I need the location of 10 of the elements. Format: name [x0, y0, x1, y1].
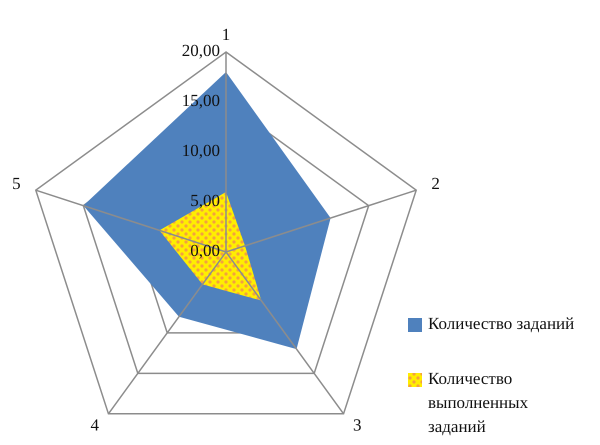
- spoke-label: 1: [222, 24, 230, 44]
- legend-label: Количество выполненных заданий: [428, 368, 529, 436]
- y-tick-label: 0,00: [190, 240, 220, 260]
- y-tick-label: 10,00: [182, 140, 220, 160]
- spoke-label: 5: [12, 174, 21, 194]
- spoke-label: 3: [352, 416, 362, 435]
- y-tick-label: 20,00: [182, 40, 220, 60]
- spoke-label: 2: [431, 174, 440, 194]
- spoke-label: 4: [90, 416, 100, 435]
- legend-label: Количество заданий: [428, 314, 574, 333]
